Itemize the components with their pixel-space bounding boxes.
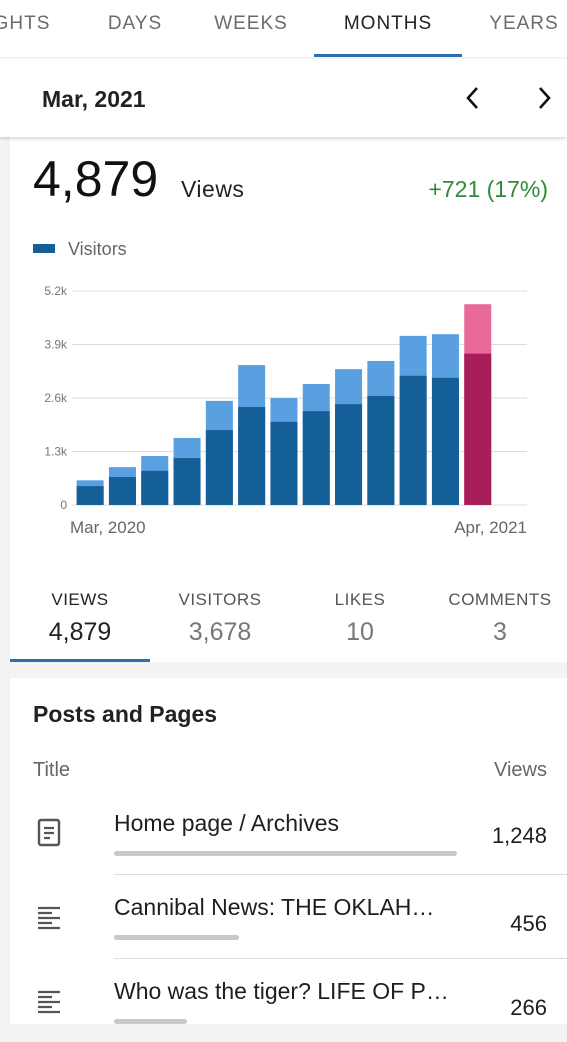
legend-label: Visitors xyxy=(68,239,127,259)
post-title: Who was the tiger? LIFE OF P… xyxy=(114,978,449,1004)
bar xyxy=(335,404,363,505)
bar xyxy=(141,470,169,505)
tab[interactable]: MONTHS xyxy=(343,13,433,34)
post-bar xyxy=(114,935,240,940)
summary-label: Views xyxy=(181,176,245,202)
x-tick-label: Apr, 2021 xyxy=(454,518,527,537)
bar xyxy=(367,395,395,505)
y-tick-label: 2.6k xyxy=(44,391,68,405)
stat-label[interactable]: COMMENTS xyxy=(448,590,552,609)
column-title: Title xyxy=(33,759,71,781)
y-tick-label: 5.2k xyxy=(44,284,68,298)
stat-label[interactable]: LIKES xyxy=(334,590,386,609)
bar xyxy=(108,477,136,505)
post-views: 266 xyxy=(510,995,547,1020)
tab-bar: GHTS DAYS WEEKS MONTHS YEARS xyxy=(0,0,567,57)
period: Mar, 2021 xyxy=(42,86,146,112)
post-views: 456 xyxy=(510,911,547,936)
tab[interactable]: WEEKS xyxy=(214,13,288,34)
stat-value: 3,678 xyxy=(188,618,252,646)
stat-label[interactable]: VISITORS xyxy=(178,590,262,609)
y-tick-label: 1.3k xyxy=(44,445,68,459)
post-bar xyxy=(114,1019,188,1024)
tab-indicator xyxy=(314,54,462,57)
bar xyxy=(399,375,427,505)
post-icon xyxy=(36,986,64,1016)
bar xyxy=(76,486,104,505)
bar xyxy=(431,377,459,505)
bar xyxy=(173,458,201,505)
bar xyxy=(205,430,233,505)
summary-change: +721 (17%) xyxy=(428,176,548,202)
legend-swatch xyxy=(33,244,55,253)
prev-button[interactable] xyxy=(462,85,484,111)
post-bar xyxy=(114,851,457,856)
divider xyxy=(114,874,567,875)
period-bar: Mar, 2021 xyxy=(0,59,567,137)
stat-indicator xyxy=(10,659,150,662)
posts-title: Posts and Pages xyxy=(33,701,218,727)
stat-value: 3 xyxy=(493,618,507,646)
stat-label[interactable]: VIEWS xyxy=(51,590,109,609)
stat-value: 4,879 xyxy=(48,618,112,646)
bar xyxy=(238,407,266,505)
x-tick-label: Mar, 2020 xyxy=(70,518,146,537)
tab[interactable]: YEARS xyxy=(489,13,559,34)
post-title: Home page / Archives xyxy=(114,810,340,836)
chart: 0 1.3k 2.6k 3.9k 5.2k Mar, 2020 Apr, 2021 Visit… xyxy=(33,239,527,537)
stat-value: 10 xyxy=(346,618,374,646)
divider xyxy=(114,958,567,959)
tab[interactable]: DAYS xyxy=(107,13,163,34)
next-button[interactable] xyxy=(534,85,556,111)
post-icon xyxy=(36,818,64,848)
post-title: Cannibal News: THE OKLAH… xyxy=(114,894,435,920)
bar xyxy=(270,421,298,505)
y-tick-label: 0 xyxy=(60,498,67,512)
tab[interactable]: GHTS xyxy=(0,13,51,34)
bar xyxy=(464,353,492,505)
bar xyxy=(302,411,330,505)
post-icon xyxy=(36,902,64,932)
y-tick-label: 3.9k xyxy=(44,338,68,352)
summary-value: 4,879 xyxy=(33,151,159,207)
column-views: Views xyxy=(494,759,547,781)
post-views: 1,248 xyxy=(491,823,547,848)
